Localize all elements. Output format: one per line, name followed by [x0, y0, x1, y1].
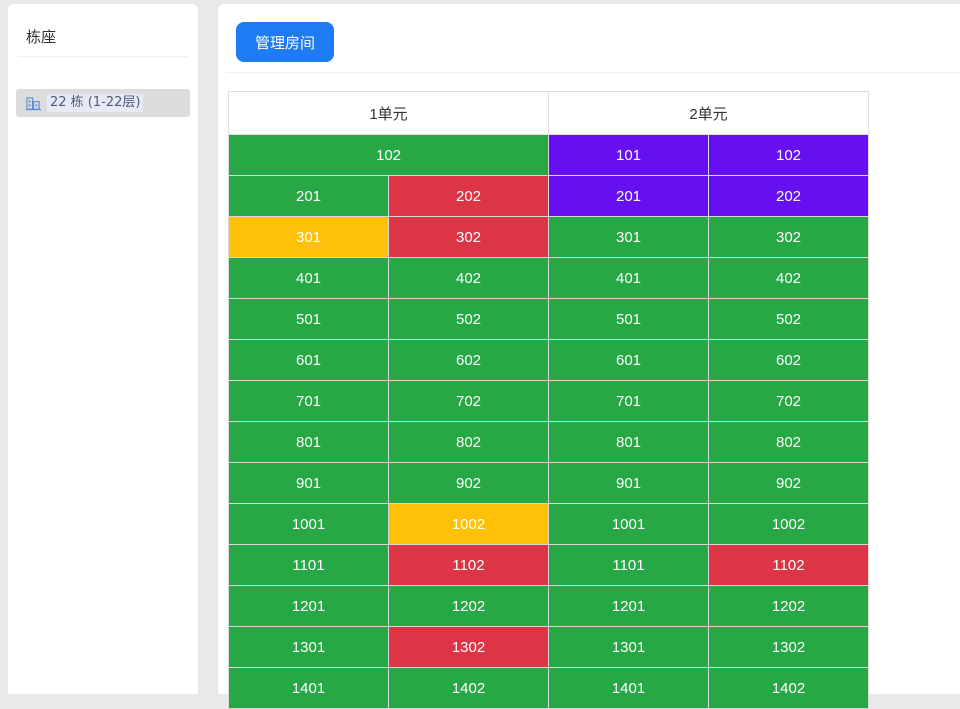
floor-row: 1101 1102 1101 1102 [228, 544, 869, 586]
room-cell[interactable]: 502 [708, 298, 869, 340]
manage-rooms-button[interactable]: 管理房间 [236, 22, 334, 62]
room-cell[interactable]: 1101 [548, 544, 709, 586]
building-icon [26, 96, 41, 110]
room-cell[interactable]: 601 [228, 339, 389, 381]
floor-row: 901 902 901 902 [228, 462, 869, 504]
room-cell[interactable]: 402 [708, 257, 869, 299]
room-cell[interactable]: 1001 [548, 503, 709, 545]
room-cell[interactable]: 602 [388, 339, 549, 381]
room-cell[interactable]: 202 [388, 175, 549, 217]
room-cell[interactable]: 1202 [708, 585, 869, 627]
room-cell[interactable]: 1302 [388, 626, 549, 668]
room-cell[interactable]: 301 [228, 216, 389, 258]
room-cell[interactable]: 1102 [388, 544, 549, 586]
room-rows: 102 101 102 201 202 201 202 301 302 301 302 401 402 4… [228, 134, 869, 709]
room-cell[interactable]: 1202 [388, 585, 549, 627]
floor-row: 801 802 801 802 [228, 421, 869, 463]
room-cell[interactable]: 1101 [228, 544, 389, 586]
room-cell[interactable]: 1401 [228, 667, 389, 709]
floor-row: 102 101 102 [228, 134, 869, 176]
room-cell[interactable]: 802 [708, 421, 869, 463]
room-cell[interactable]: 401 [228, 257, 389, 299]
sidebar-divider [18, 56, 188, 57]
room-cell[interactable]: 902 [388, 462, 549, 504]
room-cell[interactable]: 701 [548, 380, 709, 422]
room-cell[interactable]: 201 [228, 175, 389, 217]
room-cell[interactable]: 1301 [228, 626, 389, 668]
main-panel: 管理房间 1单元 2单元 102 101 102 201 202 201 202 301 302… [218, 4, 960, 709]
room-cell[interactable]: 1302 [708, 626, 869, 668]
room-cell[interactable]: 101 [548, 134, 709, 176]
floor-row: 401 402 401 402 [228, 257, 869, 299]
room-cell[interactable]: 1002 [708, 503, 869, 545]
floor-row: 1001 1002 1001 1002 [228, 503, 869, 545]
unit-header-row: 1单元 2单元 [228, 91, 869, 135]
room-cell[interactable]: 601 [548, 339, 709, 381]
room-cell[interactable]: 202 [708, 175, 869, 217]
building-sidebar: 栋座 22 栋 (1-22层) [8, 4, 198, 694]
room-cell[interactable]: 501 [548, 298, 709, 340]
room-cell[interactable]: 701 [228, 380, 389, 422]
room-cell[interactable]: 1402 [388, 667, 549, 709]
floor-row: 201 202 201 202 [228, 175, 869, 217]
building-label: 22 栋 (1-22层) [47, 94, 144, 112]
floor-row: 1201 1202 1201 1202 [228, 585, 869, 627]
floor-row: 301 302 301 302 [228, 216, 869, 258]
room-cell[interactable]: 901 [228, 462, 389, 504]
floor-row: 1301 1302 1301 1302 [228, 626, 869, 668]
room-cell[interactable]: 802 [388, 421, 549, 463]
room-grid: 1单元 2单元 102 101 102 201 202 201 202 301 302 301 30… [228, 91, 869, 709]
room-cell[interactable]: 102 [708, 134, 869, 176]
room-cell[interactable]: 502 [388, 298, 549, 340]
room-cell[interactable]: 1201 [548, 585, 709, 627]
building-item-22[interactable]: 22 栋 (1-22层) [16, 89, 190, 117]
room-cell[interactable]: 902 [708, 462, 869, 504]
room-cell[interactable]: 702 [388, 380, 549, 422]
room-cell[interactable]: 1301 [548, 626, 709, 668]
floor-row: 1401 1402 1401 1402 [228, 667, 869, 709]
room-cell[interactable]: 801 [228, 421, 389, 463]
room-cell[interactable]: 201 [548, 175, 709, 217]
room-cell[interactable]: 1102 [708, 544, 869, 586]
room-cell[interactable]: 1001 [228, 503, 389, 545]
room-cell[interactable]: 901 [548, 462, 709, 504]
room-cell[interactable]: 402 [388, 257, 549, 299]
room-cell[interactable]: 302 [388, 216, 549, 258]
room-cell[interactable]: 302 [708, 216, 869, 258]
room-cell[interactable]: 702 [708, 380, 869, 422]
room-cell[interactable]: 102 [228, 134, 549, 176]
room-cell[interactable]: 301 [548, 216, 709, 258]
room-cell[interactable]: 1201 [228, 585, 389, 627]
room-cell[interactable]: 401 [548, 257, 709, 299]
floor-row: 501 502 501 502 [228, 298, 869, 340]
toolbar-divider [226, 72, 960, 73]
room-cell[interactable]: 1401 [548, 667, 709, 709]
unit-header-2: 2单元 [548, 91, 869, 135]
floor-row: 601 602 601 602 [228, 339, 869, 381]
room-cell[interactable]: 1002 [388, 503, 549, 545]
room-cell[interactable]: 1402 [708, 667, 869, 709]
unit-header-1: 1单元 [228, 91, 549, 135]
room-cell[interactable]: 602 [708, 339, 869, 381]
room-cell[interactable]: 501 [228, 298, 389, 340]
floor-row: 701 702 701 702 [228, 380, 869, 422]
room-cell[interactable]: 801 [548, 421, 709, 463]
sidebar-title: 栋座 [26, 28, 57, 46]
